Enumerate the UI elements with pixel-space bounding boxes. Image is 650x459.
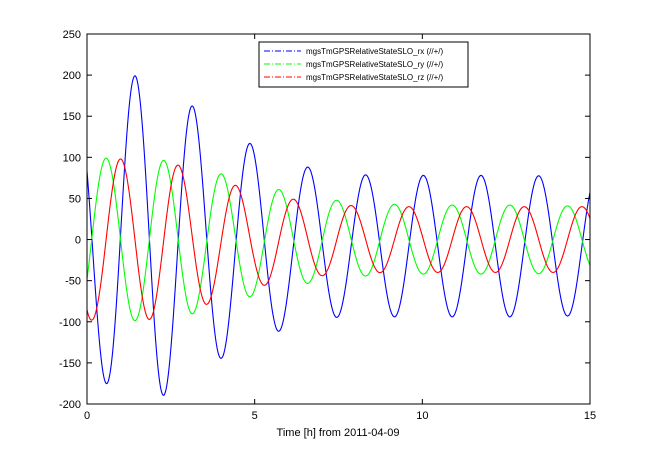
y-tick-label: 150 bbox=[63, 111, 81, 123]
x-tick-label: 15 bbox=[584, 410, 596, 422]
axes-box bbox=[86, 33, 591, 405]
y-tick-label: -100 bbox=[59, 317, 81, 329]
series-line-3 bbox=[87, 158, 590, 321]
legend-label-1: mgsTmGPSRelativeStateSLO_rx (//+/) bbox=[306, 47, 443, 56]
x-tick-label: 10 bbox=[416, 410, 428, 422]
y-tick-label: -200 bbox=[59, 399, 81, 411]
x-tick-label: 5 bbox=[252, 410, 258, 422]
series-layer bbox=[87, 75, 590, 396]
y-tick-label: -150 bbox=[59, 358, 81, 370]
series-line-2 bbox=[87, 157, 590, 322]
axis-layer: 0 5 10 15 250 200 150 100 50 0 -50 -100 -150 -200 bbox=[59, 29, 596, 422]
x-axis-label: Time [h] from 2011-04-09 bbox=[277, 427, 400, 439]
y-tick-label: 200 bbox=[63, 70, 81, 82]
x-tick-label: 0 bbox=[84, 410, 90, 422]
legend-label-3: mgsTmGPSRelativeStateSLO_rz (//+/) bbox=[306, 73, 443, 82]
y-tick-label: 100 bbox=[63, 152, 81, 164]
y-tick-label: 50 bbox=[69, 193, 81, 205]
y-tick-label: 250 bbox=[63, 29, 81, 41]
y-tick-label: -50 bbox=[65, 276, 81, 288]
y-tick-label: 0 bbox=[75, 235, 81, 247]
legend-box bbox=[258, 41, 469, 88]
legend: mgsTmGPSRelativeStateSLO_rx (//+/) mgsTmG… bbox=[258, 41, 469, 88]
legend-label-2: mgsTmGPSRelativeStateSLO_ry (//+/) bbox=[306, 60, 443, 69]
plot-area bbox=[87, 34, 590, 404]
series-line-1 bbox=[87, 75, 590, 396]
